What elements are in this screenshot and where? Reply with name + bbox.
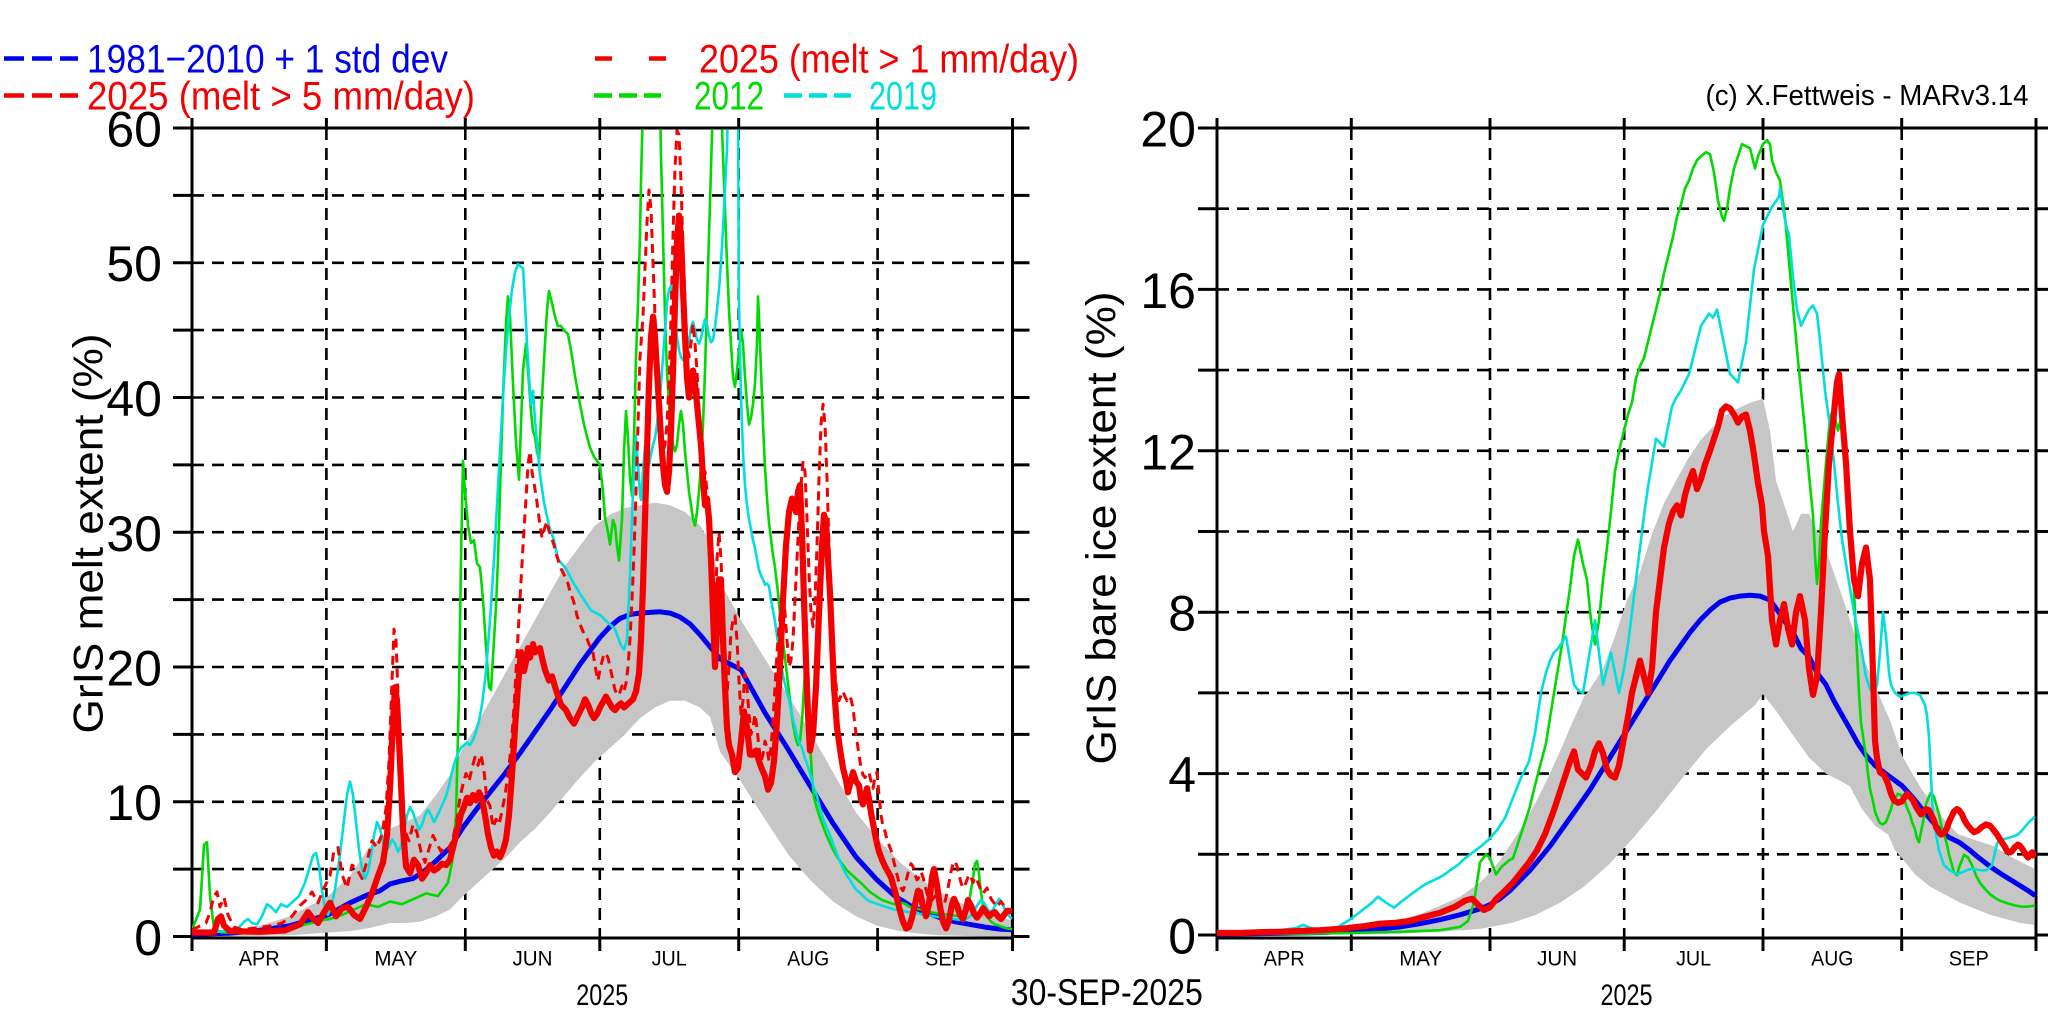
- svg-text:60: 60: [106, 102, 162, 158]
- svg-text:1981−2010 + 1 std dev: 1981−2010 + 1 std dev: [87, 37, 448, 81]
- svg-text:JUN: JUN: [1537, 948, 1577, 971]
- svg-text:12: 12: [1140, 424, 1196, 480]
- svg-text:30: 30: [106, 506, 162, 562]
- svg-text:AUG: AUG: [787, 948, 829, 971]
- svg-text:20: 20: [1140, 102, 1196, 158]
- svg-text:2025 (melt > 1 mm/day): 2025 (melt > 1 mm/day): [699, 37, 1079, 81]
- svg-text:SEP: SEP: [1949, 948, 1989, 971]
- svg-text:2019: 2019: [869, 74, 937, 118]
- svg-text:8: 8: [1168, 586, 1196, 642]
- svg-text:MAY: MAY: [1399, 948, 1442, 971]
- svg-text:40: 40: [106, 371, 162, 427]
- svg-text:JUL: JUL: [1676, 948, 1711, 971]
- svg-text:2025: 2025: [576, 979, 628, 1012]
- svg-text:2012: 2012: [694, 74, 764, 118]
- svg-text:APR: APR: [1264, 948, 1305, 971]
- svg-text:10: 10: [106, 775, 162, 831]
- svg-text:SEP: SEP: [925, 948, 965, 971]
- svg-text:0: 0: [1168, 909, 1196, 965]
- svg-text:50: 50: [106, 236, 162, 292]
- svg-text:20: 20: [106, 641, 162, 697]
- svg-text:2025 (melt > 5 mm/day): 2025 (melt > 5 mm/day): [87, 74, 475, 118]
- svg-text:JUL: JUL: [652, 948, 687, 971]
- svg-text:0: 0: [134, 910, 162, 966]
- svg-text:APR: APR: [239, 948, 280, 971]
- svg-text:2025: 2025: [1601, 979, 1653, 1012]
- svg-text:GrIS melt extent (%): GrIS melt extent (%): [65, 334, 112, 734]
- svg-text:AUG: AUG: [1811, 948, 1853, 971]
- svg-text:30-SEP-2025: 30-SEP-2025: [1011, 972, 1203, 1013]
- svg-text:GrIS bare ice extent (%): GrIS bare ice extent (%): [1078, 292, 1125, 765]
- svg-text:MAY: MAY: [374, 948, 417, 971]
- svg-text:JUN: JUN: [513, 948, 553, 971]
- svg-text:(c) X.Fettweis - MARv3.14: (c) X.Fettweis - MARv3.14: [1706, 80, 2029, 112]
- svg-text:16: 16: [1140, 263, 1196, 319]
- svg-text:4: 4: [1168, 747, 1196, 803]
